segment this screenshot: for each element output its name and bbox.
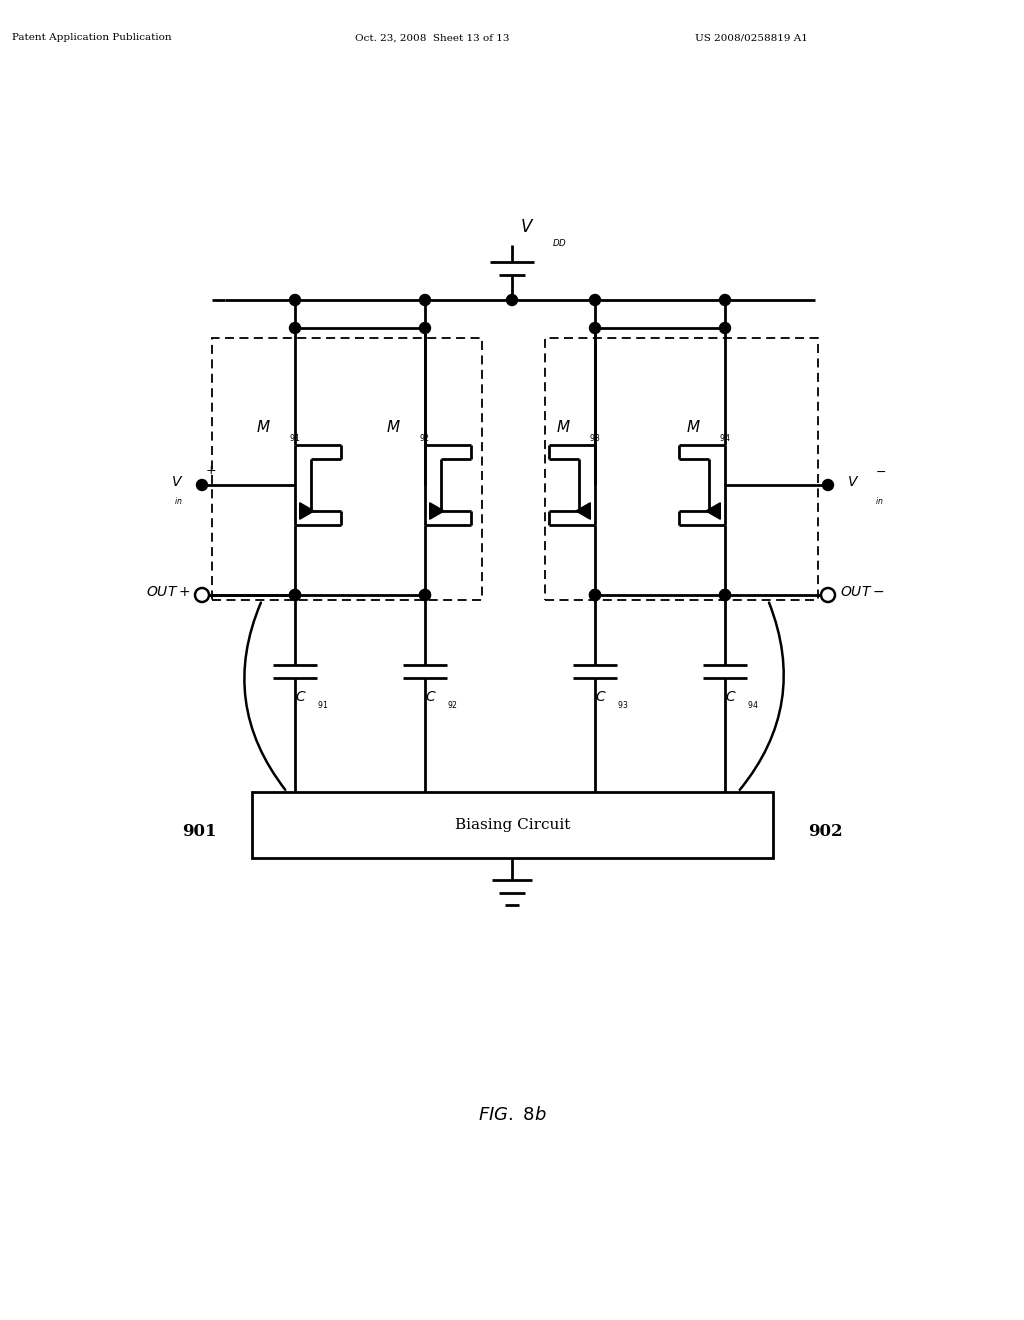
Text: $V$: $V$ — [520, 219, 535, 236]
Circle shape — [290, 590, 300, 601]
Text: $_{91}$: $_{91}$ — [317, 700, 329, 713]
Bar — [212, 338, 482, 601]
Text: 902: 902 — [808, 824, 843, 840]
Circle shape — [420, 294, 430, 305]
Circle shape — [290, 590, 300, 601]
Circle shape — [290, 294, 300, 305]
Text: $_{93}$: $_{93}$ — [590, 433, 601, 445]
Text: $C$: $C$ — [725, 690, 736, 704]
Text: Patent Application Publication: Patent Application Publication — [12, 33, 172, 42]
Text: $_{94}$: $_{94}$ — [719, 433, 731, 445]
Circle shape — [720, 590, 730, 601]
Text: $\mathit{FIG.\ 8b}$: $\mathit{FIG.\ 8b}$ — [477, 1106, 547, 1125]
Circle shape — [720, 294, 730, 305]
Text: $C$: $C$ — [425, 690, 436, 704]
Text: US 2008/0258819 A1: US 2008/0258819 A1 — [695, 33, 808, 42]
Circle shape — [590, 590, 600, 601]
Text: $_{92}$: $_{92}$ — [447, 700, 458, 713]
Circle shape — [590, 294, 600, 305]
Bar — [545, 338, 818, 601]
Circle shape — [195, 587, 209, 602]
Text: $C$: $C$ — [295, 690, 306, 704]
Text: Oct. 23, 2008  Sheet 13 of 13: Oct. 23, 2008 Sheet 13 of 13 — [355, 33, 510, 42]
Polygon shape — [706, 503, 720, 519]
Circle shape — [420, 590, 430, 601]
Circle shape — [420, 322, 430, 334]
Circle shape — [590, 590, 600, 601]
Circle shape — [290, 322, 300, 334]
Text: $_{92}$: $_{92}$ — [420, 433, 430, 445]
Text: $_{91}$: $_{91}$ — [290, 433, 301, 445]
Circle shape — [720, 322, 730, 334]
Text: $OUT-$: $OUT-$ — [840, 585, 885, 599]
Text: $_{in}$: $_{in}$ — [874, 496, 884, 508]
Circle shape — [720, 590, 730, 601]
Circle shape — [822, 479, 834, 491]
Text: $M$: $M$ — [686, 418, 700, 436]
Text: $M$: $M$ — [256, 418, 270, 436]
Text: $_{93}$: $_{93}$ — [617, 700, 629, 713]
Circle shape — [590, 322, 600, 334]
Circle shape — [821, 587, 835, 602]
Text: $V$: $V$ — [847, 475, 859, 488]
Text: 901: 901 — [182, 824, 217, 840]
Polygon shape — [575, 503, 590, 519]
Text: $_{DD}$: $_{DD}$ — [552, 235, 567, 248]
Polygon shape — [430, 503, 444, 519]
Circle shape — [420, 590, 430, 601]
Text: $_{94}$: $_{94}$ — [746, 700, 759, 713]
Text: Biasing Circuit: Biasing Circuit — [455, 818, 570, 832]
Circle shape — [507, 294, 517, 305]
Text: $+$: $+$ — [205, 465, 216, 478]
Text: $_{in}$: $_{in}$ — [174, 496, 183, 508]
Text: $M$: $M$ — [386, 418, 400, 436]
Polygon shape — [300, 503, 314, 519]
Text: $-$: $-$ — [874, 465, 886, 478]
Text: $C$: $C$ — [595, 690, 606, 704]
Text: $V$: $V$ — [171, 475, 183, 488]
Circle shape — [197, 479, 208, 491]
Text: $OUT+$: $OUT+$ — [145, 585, 190, 599]
Text: $M$: $M$ — [556, 418, 570, 436]
